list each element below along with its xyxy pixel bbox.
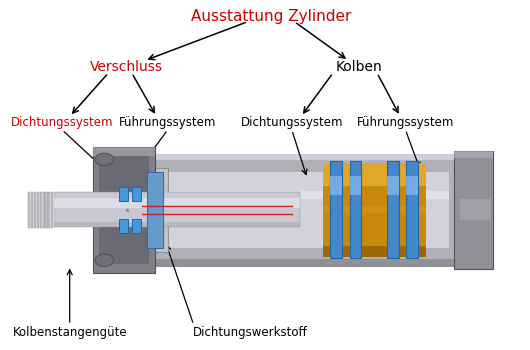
Bar — [407, 176, 418, 195]
Bar — [93, 147, 155, 273]
Bar — [119, 187, 128, 201]
Text: Kolbenstangengüte: Kolbenstangengüte — [12, 326, 127, 339]
Bar — [323, 163, 426, 186]
Bar — [54, 222, 299, 227]
Bar — [31, 192, 33, 228]
Bar — [131, 187, 141, 201]
Bar — [54, 198, 299, 208]
Bar — [113, 191, 449, 199]
Circle shape — [95, 254, 113, 267]
Bar — [113, 172, 449, 248]
Bar — [331, 176, 342, 195]
Bar — [42, 192, 45, 228]
Bar — [350, 176, 361, 195]
Bar — [40, 192, 42, 228]
Bar — [119, 219, 128, 232]
Bar — [323, 246, 426, 257]
Text: Führungssystem: Führungssystem — [119, 116, 217, 129]
Bar — [387, 176, 399, 195]
Text: Dichtungswerkstoff: Dichtungswerkstoff — [193, 326, 308, 339]
Bar — [155, 168, 168, 252]
Bar — [131, 219, 141, 232]
Bar — [460, 199, 491, 220]
Text: Führungssystem: Führungssystem — [357, 116, 454, 129]
Bar — [93, 147, 155, 156]
Bar — [454, 150, 493, 158]
Bar — [46, 192, 48, 228]
Bar — [407, 161, 418, 258]
Text: Verschluss: Verschluss — [90, 60, 163, 74]
Bar — [51, 192, 53, 228]
Bar — [111, 259, 488, 266]
Text: Dichtungssystem: Dichtungssystem — [11, 116, 113, 129]
Bar — [387, 161, 399, 258]
Bar — [350, 161, 361, 258]
Bar — [331, 161, 342, 258]
Bar — [323, 163, 426, 257]
Bar — [323, 206, 426, 214]
Text: Dichtungssystem: Dichtungssystem — [241, 116, 343, 129]
Bar — [37, 192, 39, 228]
Text: Kolben: Kolben — [335, 60, 382, 74]
Bar — [48, 192, 50, 228]
Circle shape — [95, 153, 113, 166]
Text: Ausstattung Zylinder: Ausstattung Zylinder — [191, 9, 351, 24]
Bar — [147, 172, 163, 248]
Bar — [111, 154, 488, 266]
Bar — [29, 192, 31, 228]
Bar — [454, 150, 493, 269]
Bar — [34, 192, 36, 228]
Bar — [99, 156, 149, 264]
Bar — [111, 154, 488, 160]
Bar — [54, 193, 299, 227]
